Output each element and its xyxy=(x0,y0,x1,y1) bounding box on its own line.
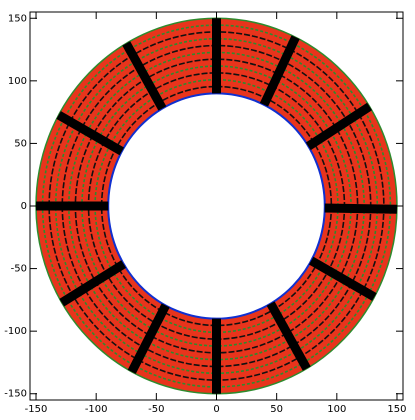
y-tick-label: -50 xyxy=(11,264,27,275)
x-tick-label: -100 xyxy=(85,404,108,415)
spoke xyxy=(324,203,398,214)
inner-edge xyxy=(107,92,326,320)
spoke xyxy=(122,41,167,111)
spoke xyxy=(305,102,373,151)
x-tick-label: 50 xyxy=(270,404,283,415)
y-tick-label: -100 xyxy=(4,326,27,337)
spoke xyxy=(56,111,125,156)
y-tick-label: -150 xyxy=(4,389,27,400)
y-tick-label: 50 xyxy=(14,138,27,149)
x-tick-label: -50 xyxy=(148,404,164,415)
y-tick-label: 100 xyxy=(8,76,27,87)
spoke xyxy=(127,303,170,374)
spoke xyxy=(266,301,311,371)
spoke xyxy=(59,260,127,307)
spoke xyxy=(259,35,300,107)
x-tick-label: 0 xyxy=(213,404,219,415)
y-tick-label: 150 xyxy=(8,13,27,24)
y-tick-label: 0 xyxy=(21,201,27,212)
x-tick-label: -150 xyxy=(25,404,48,415)
spoke xyxy=(308,256,377,301)
x-tick-label: 150 xyxy=(387,404,406,415)
x-tick-label: 100 xyxy=(327,404,346,415)
